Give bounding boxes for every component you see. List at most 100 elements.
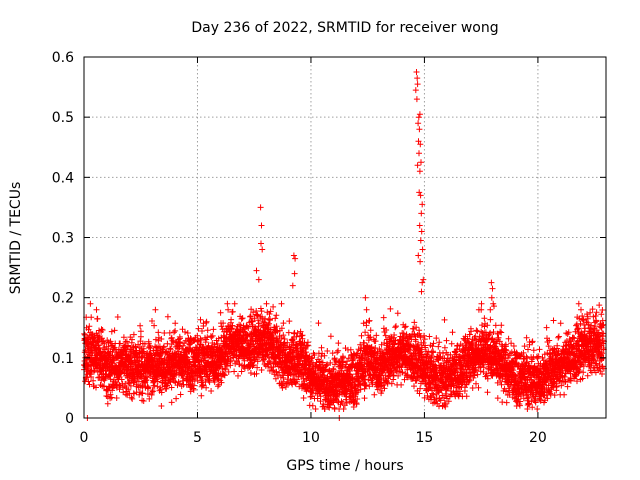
data-point xyxy=(273,312,280,319)
data-point xyxy=(430,349,437,356)
data-point xyxy=(129,336,135,343)
data-point xyxy=(238,315,245,322)
data-point xyxy=(93,384,99,391)
data-point xyxy=(154,378,161,385)
data-point xyxy=(198,392,205,399)
data-point xyxy=(179,377,186,384)
data-point xyxy=(191,382,197,389)
data-point xyxy=(144,374,151,381)
data-point xyxy=(347,346,354,353)
data-point xyxy=(108,328,115,335)
data-point xyxy=(461,388,468,394)
data-point xyxy=(157,386,164,393)
data-point xyxy=(180,342,187,349)
data-point xyxy=(173,395,180,402)
data-point xyxy=(448,340,455,347)
data-point xyxy=(371,391,378,398)
data-point xyxy=(149,388,156,395)
data-point xyxy=(137,328,144,335)
data-point xyxy=(394,310,401,317)
data-point xyxy=(221,372,228,379)
data-point xyxy=(469,385,476,391)
data-point xyxy=(117,340,124,347)
data-point xyxy=(169,337,176,344)
data-point xyxy=(151,322,158,329)
data-point xyxy=(136,391,143,398)
data-point xyxy=(228,316,235,323)
data-point xyxy=(443,337,450,344)
data-point xyxy=(278,300,285,307)
data-point xyxy=(324,348,331,354)
data-point xyxy=(247,370,254,376)
data-point xyxy=(211,341,218,348)
data-point xyxy=(135,378,142,385)
data-point xyxy=(118,376,125,383)
data-point xyxy=(88,374,95,380)
data-point xyxy=(139,390,146,397)
data-point xyxy=(168,334,175,341)
data-point xyxy=(123,348,130,355)
data-point xyxy=(166,329,173,336)
data-point xyxy=(334,349,341,356)
data-point xyxy=(99,327,106,333)
data-point xyxy=(161,330,168,336)
data-point xyxy=(435,343,442,350)
data-point xyxy=(327,333,334,340)
data-point xyxy=(95,374,102,381)
data-point xyxy=(158,389,165,396)
data-point xyxy=(120,334,127,341)
data-point xyxy=(144,391,151,397)
data-point xyxy=(225,368,232,375)
data-point xyxy=(436,339,443,346)
data-point xyxy=(208,334,215,341)
data-point xyxy=(109,387,116,394)
data-point xyxy=(215,335,222,342)
data-point xyxy=(143,377,150,383)
data-point xyxy=(114,314,121,320)
data-point xyxy=(128,394,135,401)
data-point xyxy=(484,389,491,396)
data-point xyxy=(208,388,215,394)
data-point xyxy=(87,300,94,307)
data-point xyxy=(300,395,307,401)
data-point xyxy=(183,353,190,360)
data-point xyxy=(388,380,395,387)
data-point xyxy=(167,345,173,352)
data-point xyxy=(521,343,528,350)
data-point xyxy=(398,381,405,388)
data-point xyxy=(362,329,369,336)
data-point xyxy=(529,338,536,345)
data-point xyxy=(177,391,184,398)
data-point xyxy=(248,318,255,324)
data-point xyxy=(503,399,510,406)
data-point xyxy=(272,315,279,322)
data-point xyxy=(199,376,206,382)
data-point xyxy=(250,362,257,368)
data-point xyxy=(180,375,187,382)
data-point xyxy=(116,386,123,393)
data-point xyxy=(130,331,137,338)
data-point xyxy=(524,355,531,362)
data-point xyxy=(199,328,205,334)
data-point xyxy=(103,393,110,399)
data-point xyxy=(194,332,201,339)
data-point xyxy=(113,395,120,401)
data-point xyxy=(195,325,202,332)
data-point xyxy=(235,372,241,379)
data-point xyxy=(165,348,172,355)
data-point xyxy=(137,322,144,329)
data-point xyxy=(312,406,319,412)
data-point xyxy=(127,382,134,389)
data-point xyxy=(123,338,130,345)
data-point xyxy=(536,346,543,353)
data-point xyxy=(168,399,175,406)
data-point xyxy=(463,393,470,400)
data-point xyxy=(140,398,147,404)
data-point xyxy=(246,364,253,371)
data-point xyxy=(286,318,293,325)
data-point xyxy=(543,324,550,331)
data-point xyxy=(86,323,93,330)
data-point xyxy=(86,381,93,388)
data-point xyxy=(98,326,105,333)
